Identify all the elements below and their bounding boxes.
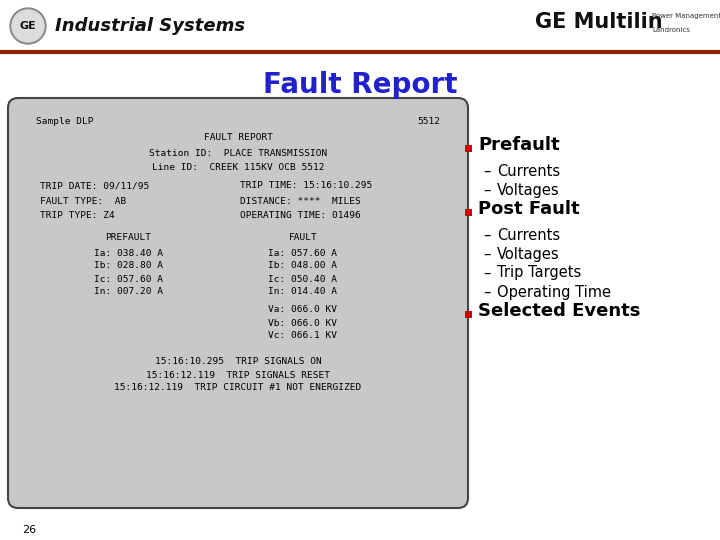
Text: –: –	[483, 285, 490, 300]
Text: Ib: 048.00 A: Ib: 048.00 A	[269, 261, 338, 271]
Bar	[465, 209, 472, 216]
Text: TRIP TYPE: Z4: TRIP TYPE: Z4	[40, 212, 114, 220]
Text: Voltages: Voltages	[497, 246, 559, 261]
Circle shape	[12, 10, 44, 42]
Text: 15:16:12.119  TRIP CIRCUIT #1 NOT ENERGIZED: 15:16:12.119 TRIP CIRCUIT #1 NOT ENERGIZ…	[114, 383, 361, 393]
Text: Post Fault: Post Fault	[478, 200, 580, 218]
Text: In: 014.40 A: In: 014.40 A	[269, 287, 338, 296]
Text: Operating Time: Operating Time	[497, 285, 611, 300]
Text: 5512: 5512	[417, 118, 440, 126]
Text: Vb: 066.0 KV: Vb: 066.0 KV	[269, 319, 338, 327]
Text: TRIP DATE: 09/11/95: TRIP DATE: 09/11/95	[40, 181, 149, 191]
Text: Ic: 050.40 A: Ic: 050.40 A	[269, 274, 338, 284]
Text: 15:16:10.295  TRIP SIGNALS ON: 15:16:10.295 TRIP SIGNALS ON	[155, 357, 321, 367]
Text: FAULT: FAULT	[289, 233, 318, 242]
Text: –: –	[483, 266, 490, 280]
Text: Sample DLP: Sample DLP	[36, 118, 94, 126]
Text: DISTANCE: ****  MILES: DISTANCE: **** MILES	[240, 198, 361, 206]
Text: –: –	[483, 183, 490, 198]
Text: –: –	[483, 164, 490, 179]
Text: Prefault: Prefault	[478, 136, 559, 154]
Text: Industrial Systems: Industrial Systems	[55, 17, 245, 35]
Text: In: 007.20 A: In: 007.20 A	[94, 287, 163, 296]
Text: Va: 066.0 KV: Va: 066.0 KV	[269, 306, 338, 314]
Bar	[465, 311, 472, 318]
Text: FAULT TYPE:  AB: FAULT TYPE: AB	[40, 198, 126, 206]
Text: –: –	[483, 246, 490, 261]
Text: 26: 26	[22, 525, 36, 535]
Text: Currents: Currents	[497, 164, 560, 179]
FancyBboxPatch shape	[8, 98, 468, 508]
Text: GE: GE	[19, 21, 37, 31]
Text: Ia: 038.40 A: Ia: 038.40 A	[94, 248, 163, 258]
Text: FAULT REPORT: FAULT REPORT	[204, 133, 272, 143]
Text: Selected Events: Selected Events	[478, 302, 640, 320]
Text: 15:16:12.119  TRIP SIGNALS RESET: 15:16:12.119 TRIP SIGNALS RESET	[146, 370, 330, 380]
Text: TRIP TIME: 15:16:10.295: TRIP TIME: 15:16:10.295	[240, 181, 372, 191]
Text: Vc: 066.1 KV: Vc: 066.1 KV	[269, 332, 338, 341]
Text: Ia: 057.60 A: Ia: 057.60 A	[269, 248, 338, 258]
Text: –: –	[483, 227, 490, 242]
Text: GE Multilin: GE Multilin	[535, 12, 662, 32]
Text: Power Management: Power Management	[652, 13, 720, 19]
Circle shape	[10, 8, 46, 44]
Text: Landronics: Landronics	[652, 27, 690, 33]
Text: Trip Targets: Trip Targets	[497, 266, 581, 280]
Text: Station ID:  PLACE TRANSMISSION: Station ID: PLACE TRANSMISSION	[149, 148, 327, 158]
Text: Ic: 057.60 A: Ic: 057.60 A	[94, 274, 163, 284]
Text: OPERATING TIME: 01496: OPERATING TIME: 01496	[240, 212, 361, 220]
Text: Voltages: Voltages	[497, 183, 559, 198]
Text: PREFAULT: PREFAULT	[105, 233, 151, 242]
Text: Line ID:  CREEK 115KV OCB 5512: Line ID: CREEK 115KV OCB 5512	[152, 163, 324, 172]
Text: Currents: Currents	[497, 227, 560, 242]
Text: Fault Report: Fault Report	[263, 71, 457, 99]
Text: Ib: 028.80 A: Ib: 028.80 A	[94, 261, 163, 271]
Bar	[0, 0, 720, 52]
Bar	[465, 145, 472, 152]
